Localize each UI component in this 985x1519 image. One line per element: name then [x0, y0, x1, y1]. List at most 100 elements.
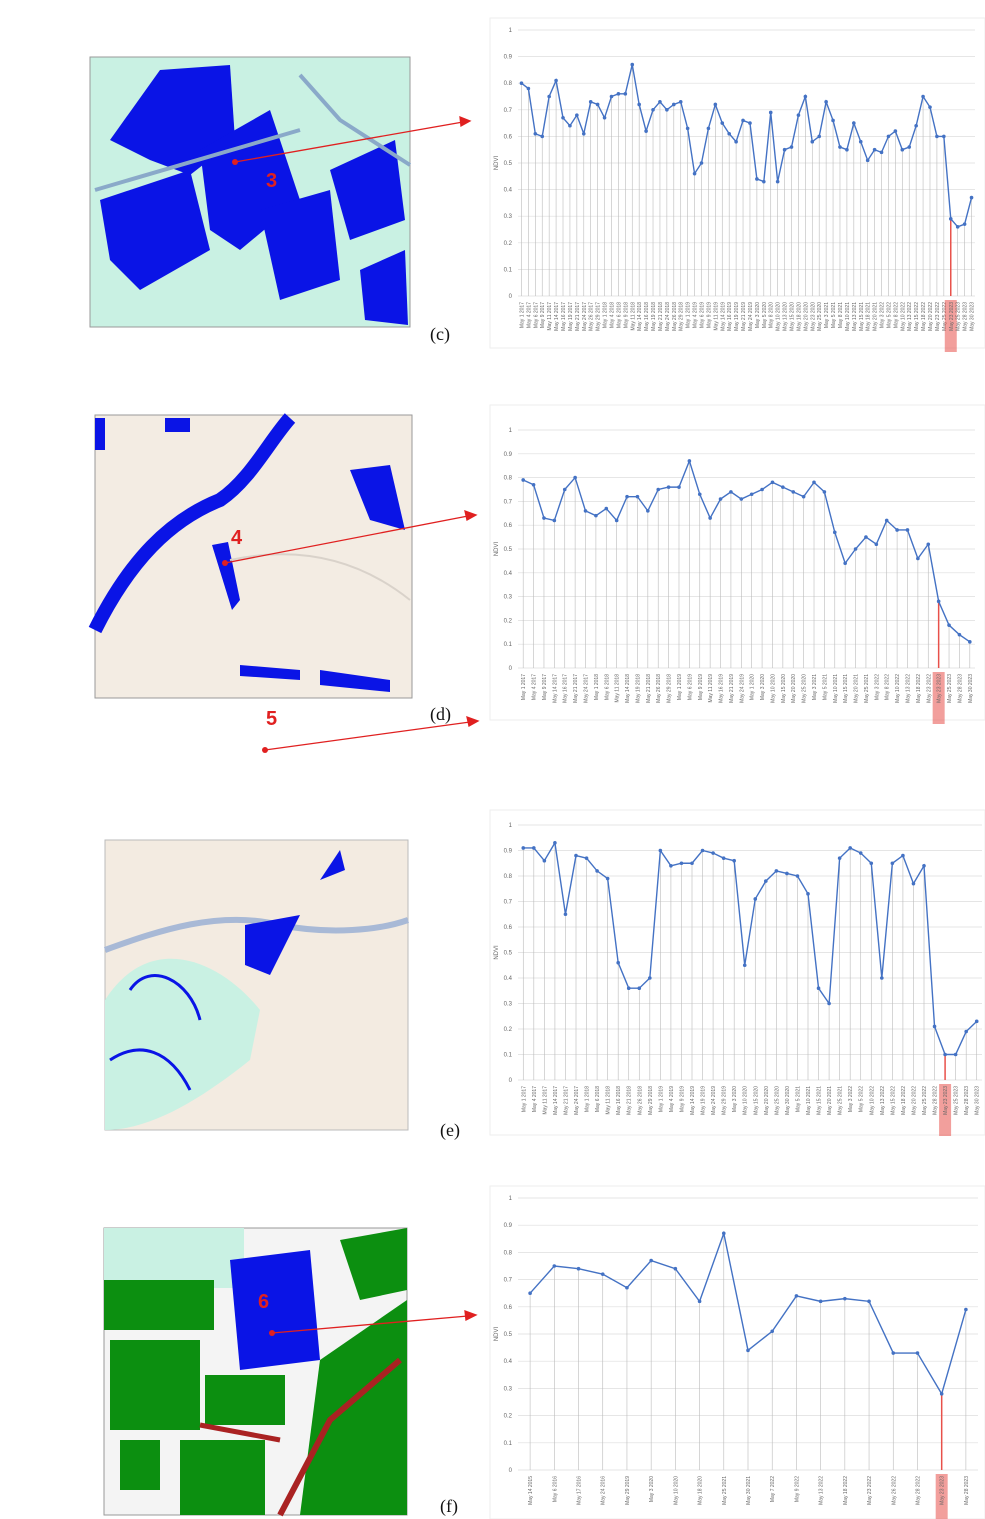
point: [939, 1392, 944, 1396]
point: [563, 912, 568, 917]
point: [677, 485, 681, 489]
point: [697, 492, 702, 497]
x-tick-label: May 5 2021: [822, 674, 828, 700]
x-tick-label: May 13 2022: [905, 674, 911, 703]
map-marker: 6: [258, 1291, 269, 1313]
highlight-box: [935, 1474, 948, 1519]
panel-label: (d): [430, 704, 451, 725]
point: [651, 108, 655, 112]
point: [791, 490, 796, 494]
x-tick-label: May 9 2022: [794, 1476, 800, 1502]
point: [533, 131, 538, 136]
y-tick-label: 0.2: [504, 618, 513, 624]
x-tick-label: May 24 2017: [582, 302, 588, 331]
point: [690, 861, 694, 866]
y-tick-label: 0.7: [504, 108, 513, 114]
point: [760, 487, 764, 492]
x-tick-label: May 6 2017: [533, 302, 539, 328]
y-tick-label: 1: [509, 28, 513, 34]
point: [964, 1029, 968, 1034]
y-tick-label: 0.8: [504, 81, 513, 87]
x-tick-label: May 20 2021: [827, 1086, 833, 1115]
x-tick-label: May 15 2020: [753, 1086, 759, 1115]
point: [781, 485, 785, 489]
point: [947, 623, 951, 627]
y-tick-label: 0.4: [504, 188, 513, 194]
point: [644, 129, 648, 133]
x-tick-label: May 29 2019: [722, 1086, 728, 1115]
chart: 0 0.1 0.2 0.3 0.4 0.5 0.6 0.7 0.8 0.9 1 NDVI May 1 2…: [489, 17, 985, 352]
point: [721, 1231, 726, 1236]
point: [575, 113, 579, 117]
map-marker: 4: [231, 527, 243, 549]
map-d: [88, 413, 413, 699]
point: [768, 110, 773, 115]
x-tick-label: May 29 2017: [596, 302, 602, 331]
point: [943, 1052, 947, 1057]
point: [583, 509, 588, 513]
x-tick-label: May 23 2022: [926, 674, 932, 703]
y-tick-label: 0.7: [504, 900, 513, 906]
x-tick-label: May 15 2020: [781, 674, 787, 703]
point: [573, 475, 577, 480]
point: [880, 976, 884, 980]
x-tick-label: May 19 2018: [651, 302, 657, 331]
point: [775, 179, 780, 184]
highlight-box: [932, 672, 945, 724]
point: [957, 632, 962, 637]
point: [936, 599, 941, 604]
x-tick-label: May 23 2020: [810, 302, 816, 331]
point: [658, 100, 662, 104]
y-tick-label: 1: [509, 1196, 513, 1202]
x-tick-label: May 29 2019: [625, 1476, 631, 1505]
x-tick-label: May 25 2023: [954, 1086, 960, 1115]
x-tick-label: May 30 2021: [746, 1476, 752, 1505]
x-tick-label: May 26 2022: [891, 1476, 897, 1505]
point: [630, 62, 635, 67]
y-tick-label: 0.1: [504, 642, 513, 648]
x-tick-label: May 4 2019: [669, 1086, 675, 1112]
point: [526, 86, 531, 91]
y-axis-label: NDVI: [494, 156, 500, 171]
x-tick-label: May 6 2018: [595, 1086, 601, 1112]
x-tick-label: May 19 2017: [568, 302, 574, 331]
point: [762, 179, 766, 184]
point: [803, 94, 808, 99]
x-tick-label: May 20 2020: [791, 674, 797, 703]
point: [665, 108, 669, 112]
point: [679, 861, 684, 866]
point: [893, 129, 898, 133]
y-tick-label: 0.8: [504, 476, 513, 482]
point: [581, 131, 586, 136]
x-tick-label: May 10 2021: [845, 302, 851, 331]
point: [605, 876, 610, 881]
point: [746, 1348, 750, 1353]
point: [895, 528, 899, 532]
point: [890, 861, 895, 866]
x-tick-label: May 3 2022: [880, 302, 886, 328]
y-tick-label: 0.1: [504, 267, 513, 273]
x-tick-label: May 14 2018: [637, 302, 643, 331]
point: [905, 528, 910, 532]
point: [561, 115, 565, 120]
stars: [222, 159, 275, 1336]
y-tick-label: 0.6: [504, 523, 513, 529]
x-tick-label: May 3 2020: [755, 302, 761, 328]
point: [635, 494, 640, 499]
x-tick-label: May 1 2017: [521, 674, 527, 700]
x-tick-label: May 30 2023: [970, 302, 976, 331]
point: [900, 147, 905, 152]
y-tick-label: 0.3: [504, 1002, 513, 1008]
point: [614, 518, 619, 523]
x-tick-label: May 28 2023: [957, 674, 963, 703]
point: [604, 506, 609, 511]
point: [700, 848, 705, 853]
x-tick-label: May 25 2021: [722, 1476, 728, 1505]
x-tick-label: May 28 2023: [963, 302, 969, 331]
point: [692, 171, 697, 176]
point: [831, 118, 835, 123]
x-tick-label: May 20 2021: [854, 674, 860, 703]
point: [594, 513, 598, 518]
point: [770, 1329, 775, 1334]
x-tick-label: May 18 2021: [866, 302, 872, 331]
